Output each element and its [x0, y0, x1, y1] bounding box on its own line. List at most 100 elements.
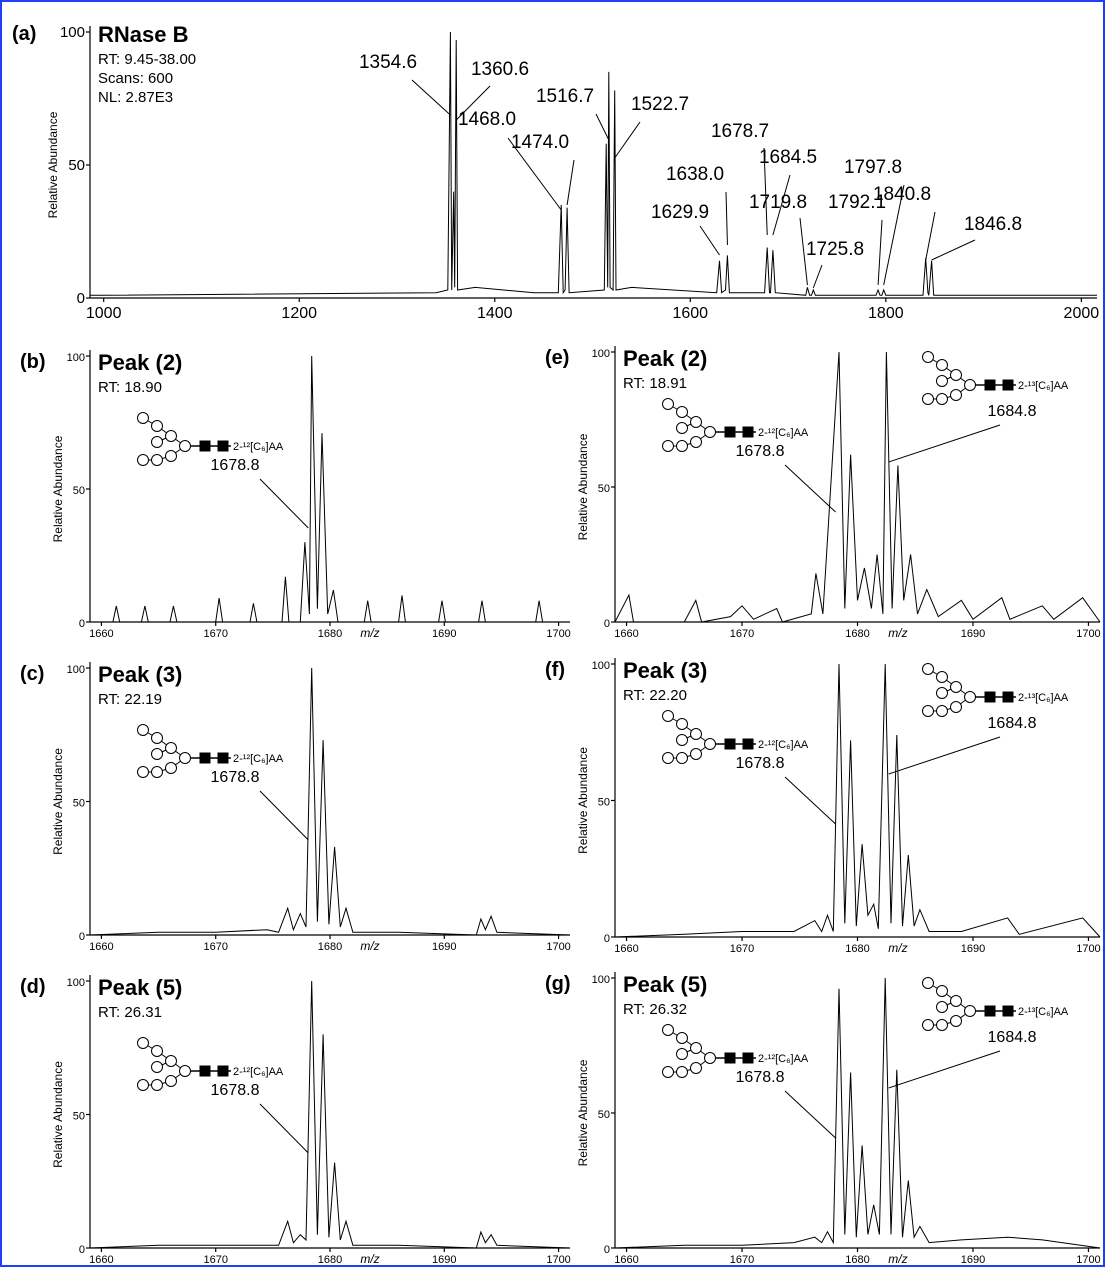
peak-label: 1678.7: [711, 121, 769, 142]
peak-label: 1522.7: [631, 94, 689, 115]
mannose: [950, 701, 962, 713]
x-tick-label: 1680: [845, 628, 869, 640]
peak-label: 1678.8: [736, 443, 785, 460]
glcnac: [984, 691, 996, 703]
mannose: [690, 416, 702, 428]
x-tick-label: 1690: [432, 1254, 456, 1266]
x-tick-label: 1600: [672, 305, 708, 322]
peak-label: 1678.8: [211, 769, 260, 786]
y-tick-label: 50: [73, 485, 85, 497]
glcnac: [724, 738, 736, 750]
mannose: [165, 450, 177, 462]
mannose: [676, 752, 688, 764]
panel-subtitle: RT: 22.20: [623, 687, 687, 704]
y-tick-label: 0: [79, 618, 85, 630]
glcnac: [1002, 379, 1014, 391]
panel-label: (a): [12, 23, 36, 45]
spectrum: [614, 663, 1101, 938]
x-tick-label: 1800: [868, 305, 904, 322]
x-tick-label: 1700: [1076, 628, 1100, 640]
x-tick-label: 1670: [203, 628, 227, 640]
y-axis-label: Relative Abundance: [51, 748, 65, 855]
leader-line: [259, 1103, 309, 1154]
mannose: [690, 748, 702, 760]
x-tick-label: 1400: [477, 305, 513, 322]
panel-label: (f): [545, 659, 565, 681]
leader-line: [883, 184, 905, 286]
mannose: [690, 1042, 702, 1054]
mannose: [936, 375, 948, 387]
glycan-tag: 2-¹³[C₆]AA: [1018, 692, 1069, 704]
mannose: [676, 1048, 688, 1060]
mannose: [151, 1061, 163, 1073]
mannose: [676, 440, 688, 452]
mannose: [936, 705, 948, 717]
x-axis-label: m/z: [360, 626, 379, 640]
peak-label: 1516.7: [536, 86, 594, 107]
mannose: [662, 710, 674, 722]
y-tick-label: 0: [77, 290, 85, 307]
panel-title: Peak (5): [98, 975, 182, 1000]
glycan-tag: 2-¹²[C₆]AA: [233, 441, 284, 453]
x-tick-label: 1660: [89, 941, 113, 953]
x-tick-label: 1670: [730, 628, 754, 640]
mannose: [151, 748, 163, 760]
leader-line: [888, 736, 1001, 775]
mannose: [165, 742, 177, 754]
x-tick-label: 1660: [89, 628, 113, 640]
mannose: [165, 762, 177, 774]
mannose: [936, 687, 948, 699]
mannose: [151, 420, 163, 432]
peak-label: 1797.8: [844, 157, 902, 178]
mannose: [950, 681, 962, 693]
y-tick-label: 50: [598, 483, 610, 495]
mannose: [151, 1045, 163, 1057]
x-axis-label: m/z: [360, 939, 379, 953]
panel-subtitle: RT: 26.31: [98, 1004, 162, 1021]
x-tick-label: 1660: [614, 943, 638, 955]
leader-line: [259, 790, 309, 841]
peak-label: 1846.8: [964, 214, 1022, 235]
mannose: [936, 671, 948, 683]
glcnac: [199, 440, 211, 452]
leader-line: [595, 113, 610, 141]
mannose: [151, 436, 163, 448]
peak-label: 1629.9: [651, 202, 709, 223]
glcnac: [742, 1052, 754, 1064]
mannose: [922, 351, 934, 363]
leader-line: [784, 464, 836, 513]
glcnac: [217, 752, 229, 764]
mannose: [964, 691, 976, 703]
x-tick-label: 1690: [432, 941, 456, 953]
leader-line: [259, 478, 309, 529]
mannose: [950, 369, 962, 381]
leader-line: [931, 239, 976, 261]
mannose: [922, 705, 934, 717]
spectrum: [614, 977, 1101, 1249]
leader-line: [812, 264, 823, 289]
x-tick-label: 1680: [845, 1254, 869, 1266]
mannose: [662, 1024, 674, 1036]
x-tick-label: 1670: [203, 1254, 227, 1266]
y-tick-label: 100: [60, 24, 85, 41]
panel-title: Peak (3): [98, 662, 182, 687]
peak-label: 1468.0: [458, 109, 516, 130]
mannose: [662, 398, 674, 410]
mannose: [179, 752, 191, 764]
peak-label: 1360.6: [471, 59, 529, 80]
x-tick-label: 1660: [89, 1254, 113, 1266]
leader-line: [699, 225, 720, 256]
glcnac: [742, 426, 754, 438]
y-tick-label: 50: [68, 157, 85, 174]
mannose: [936, 1019, 948, 1031]
mannose: [676, 1032, 688, 1044]
mannose: [151, 766, 163, 778]
mannose: [137, 454, 149, 466]
spectrum: [90, 31, 1097, 296]
glcnac: [199, 752, 211, 764]
x-tick-label: 1200: [281, 305, 317, 322]
mannose: [690, 436, 702, 448]
y-tick-label: 0: [79, 931, 85, 943]
panel-title: Peak (2): [623, 346, 707, 371]
panel-label: (e): [545, 347, 569, 369]
